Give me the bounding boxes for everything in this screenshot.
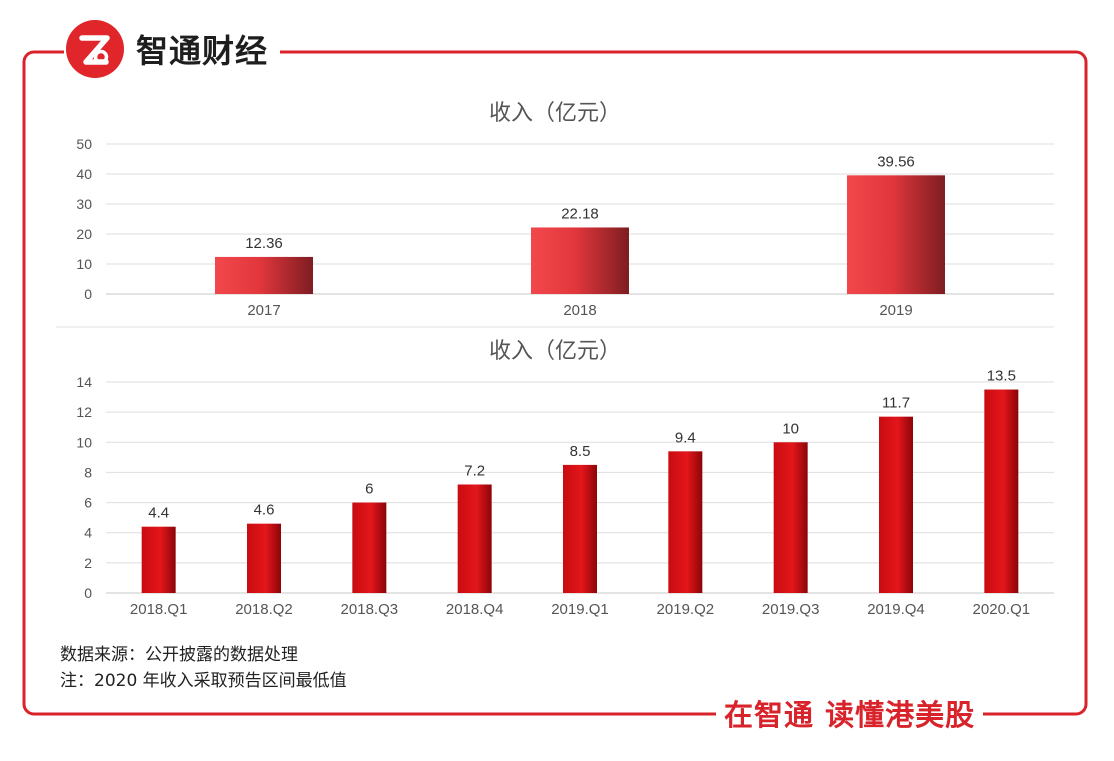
bar xyxy=(668,451,703,593)
bar xyxy=(563,464,597,593)
y-tick-label: 8 xyxy=(84,464,92,480)
revenue-note: 注：2020 年收入采取预告区间最低值 xyxy=(60,671,347,691)
data-label: 13.5 xyxy=(987,368,1016,385)
x-tick-label: 2019.Q3 xyxy=(762,601,820,618)
bar xyxy=(847,175,945,294)
x-tick-label: 2018.Q4 xyxy=(446,601,504,618)
bar xyxy=(141,526,176,593)
bar xyxy=(247,523,281,593)
annual-revenue-chart: 0 10 20 30 40 50 12.36 2017 22.18 2018 39.56 2019 xyxy=(76,136,1054,319)
bar xyxy=(879,416,913,593)
data-label: 12.36 xyxy=(245,235,283,252)
y-tick-label: 12 xyxy=(76,404,92,420)
y-tick-label: 40 xyxy=(76,166,92,182)
x-tick-label: 2017 xyxy=(247,302,280,319)
bar xyxy=(773,442,808,593)
x-tick-label: 2019.Q2 xyxy=(657,601,715,618)
y-tick-label: 10 xyxy=(76,434,92,450)
page-border xyxy=(22,50,1088,716)
bar xyxy=(352,502,387,593)
brand-slogan: 在智通 读懂港美股 xyxy=(716,692,984,738)
data-label: 4.6 xyxy=(254,502,275,519)
y-tick-label: 30 xyxy=(76,196,92,212)
logo-mark-icon xyxy=(79,35,110,65)
chart-title-annual: 收入（亿元） xyxy=(489,100,621,125)
y-tick-label: 10 xyxy=(76,256,92,272)
brand-logo-icon xyxy=(66,20,124,78)
y-tick-label: 50 xyxy=(76,136,92,152)
data-label: 4.4 xyxy=(148,505,169,522)
x-tick-label: 2018.Q2 xyxy=(235,601,293,618)
data-label: 8.5 xyxy=(570,443,591,460)
y-tick-label: 0 xyxy=(84,286,92,302)
x-tick-label: 2019.Q4 xyxy=(867,601,925,618)
data-label: 10 xyxy=(782,420,799,437)
y-tick-label: 2 xyxy=(84,555,92,571)
y-tick-label: 6 xyxy=(84,495,92,511)
x-tick-label: 2018.Q3 xyxy=(341,601,399,618)
x-tick-label: 2018.Q1 xyxy=(130,601,188,618)
bar xyxy=(984,389,1019,593)
data-label: 11.7 xyxy=(882,395,910,412)
data-source-note: 数据来源：公开披露的数据处理 xyxy=(60,645,298,665)
bar xyxy=(215,256,313,294)
data-label: 22.18 xyxy=(561,205,599,222)
y-tick-label: 4 xyxy=(84,525,92,541)
y-tick-label: 0 xyxy=(84,585,92,601)
quarterly-revenue-chart: 0 2 4 6 8 10 12 14 4.4 2018.Q1 4.6 2018.Q2 6 2018.Q3 7… xyxy=(76,368,1054,618)
y-tick-label: 14 xyxy=(76,374,92,390)
brand-name: 智通财经 xyxy=(136,32,269,70)
brand-logo: 智通财经 xyxy=(64,18,281,80)
x-tick-label: 2019 xyxy=(879,302,912,319)
x-tick-label: 2019.Q1 xyxy=(551,601,609,618)
bar xyxy=(531,227,629,294)
data-label: 7.2 xyxy=(464,462,485,479)
chart-title-quarterly: 收入（亿元） xyxy=(489,338,621,363)
x-tick-label: 2020.Q1 xyxy=(973,601,1031,618)
data-label: 6 xyxy=(365,481,373,498)
data-label: 9.4 xyxy=(675,429,696,446)
bar xyxy=(457,484,492,593)
x-tick-label: 2018 xyxy=(563,302,596,319)
y-tick-label: 20 xyxy=(76,226,92,242)
data-label: 39.56 xyxy=(877,153,915,170)
